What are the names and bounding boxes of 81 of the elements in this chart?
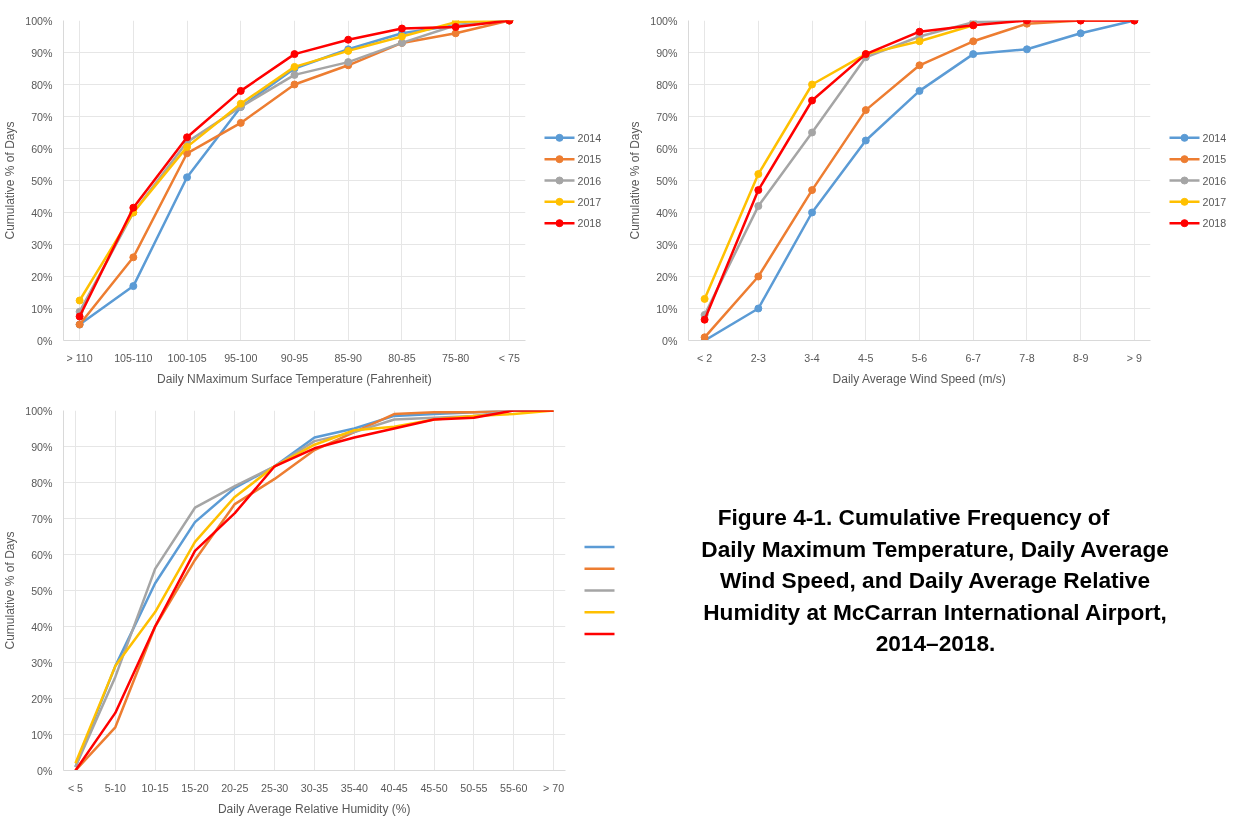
x-tick-label: 85-90: [334, 351, 362, 364]
x-tick-label: 20-25: [221, 781, 249, 794]
x-tick-label: 50-55: [460, 781, 488, 794]
x-tick-label: 25-30: [261, 781, 289, 794]
y-tick-label: 30%: [31, 238, 54, 251]
x-axis-title: Daily NMaximum Surface Temperature (Fahrenheit): [157, 371, 432, 386]
legend-label: 2014: [1202, 131, 1227, 144]
x-tick-label: < 2: [697, 351, 713, 364]
y-tick-label: 90%: [656, 46, 679, 59]
y-tick-label: 70%: [31, 512, 54, 525]
y-tick-label: 100%: [25, 14, 54, 27]
x-tick-label: 30-35: [300, 781, 329, 794]
x-tick-label: 6-7: [965, 351, 981, 364]
x-tick-label: 10-15: [141, 781, 169, 794]
y-axis-title: Cumulative % of Days: [3, 531, 18, 650]
x-tick-label: 105-110: [114, 351, 153, 364]
legend-label: 2016: [1202, 174, 1227, 187]
legend-label: 2018: [1202, 217, 1227, 230]
x-axis-title: Daily Average Wind Speed (m/s): [832, 371, 1006, 386]
legend-label: 2015: [577, 153, 602, 166]
legend-label: 2016: [577, 174, 602, 187]
y-tick-label: 60%: [656, 142, 679, 155]
y-tick-label: 80%: [31, 476, 54, 489]
x-tick-label: 100-105: [167, 351, 207, 364]
y-tick-label: 40%: [656, 206, 679, 219]
y-tick-label: 10%: [31, 728, 54, 741]
y-tick-label: 80%: [31, 78, 54, 91]
y-tick-label: 10%: [31, 302, 54, 315]
y-tick-label: 40%: [31, 620, 54, 633]
y-tick-label: 50%: [656, 174, 679, 187]
y-tick-label: 80%: [656, 78, 679, 91]
x-tick-label: 45-50: [420, 781, 448, 794]
x-tick-label: 7-8: [1019, 351, 1035, 364]
y-tick-label: 0%: [662, 334, 679, 347]
y-tick-label: 20%: [31, 270, 54, 283]
x-tick-label: < 75: [498, 351, 520, 364]
x-tick-label: > 110: [66, 351, 93, 364]
y-axis-title: Cumulative % of Days: [628, 121, 643, 240]
y-tick-label: 0%: [37, 764, 54, 777]
x-tick-label: 5-6: [911, 351, 928, 364]
text: Figure 4-1. Cumulative Frequency of Daily Maximum Temperature, Daily Average Wind Speed, and Daily Average Relative Humidity at McCarran International Airport, 2014–2018.: [701, 504, 1169, 657]
legend-label: 2017: [1202, 195, 1227, 208]
x-tick-label: 5-10: [104, 781, 127, 794]
y-tick-label: 30%: [31, 656, 54, 669]
x-tick-label: 95-100: [224, 351, 258, 364]
y-axis-title: Cumulative % of Days: [3, 121, 18, 240]
y-tick-label: 20%: [656, 270, 679, 283]
legend-label: 2018: [577, 217, 602, 230]
y-tick-label: 60%: [31, 142, 54, 155]
x-tick-label: 40-45: [380, 781, 408, 794]
y-tick-label: 90%: [31, 440, 54, 453]
y-tick-label: 0%: [37, 334, 54, 347]
x-tick-label: < 5: [67, 781, 84, 794]
x-tick-label: 3-4: [804, 351, 820, 364]
x-tick-label: 35-40: [340, 781, 369, 794]
y-tick-label: 50%: [31, 174, 54, 187]
y-tick-label: 100%: [650, 14, 679, 27]
x-tick-label: 4-5: [858, 351, 874, 364]
x-tick-label: 75-80: [442, 351, 470, 364]
x-tick-label: > 9: [1126, 351, 1143, 364]
x-tick-label: 55-60: [500, 781, 528, 794]
x-tick-label: > 70: [543, 781, 565, 794]
y-tick-label: 20%: [31, 692, 54, 705]
y-tick-label: 60%: [31, 548, 54, 561]
y-tick-label: 100%: [25, 404, 54, 417]
x-axis-title: Daily Average Relative Humidity (%): [217, 801, 411, 816]
legend-label: 2015: [1202, 153, 1227, 166]
y-tick-label: 70%: [656, 110, 679, 123]
y-tick-label: 30%: [656, 238, 679, 251]
legend-label: 2014: [577, 131, 602, 144]
x-tick-label: 15-20: [181, 781, 209, 794]
y-tick-label: 90%: [31, 46, 54, 59]
x-tick-label: 8-9: [1072, 351, 1089, 364]
y-tick-label: 10%: [656, 302, 679, 315]
x-tick-label: 90-95: [280, 351, 309, 364]
legend-label: 2017: [577, 195, 602, 208]
x-tick-label: 2-3: [750, 351, 767, 364]
y-tick-label: 50%: [31, 584, 54, 597]
y-tick-label: 40%: [31, 206, 54, 219]
x-tick-label: 80-85: [388, 351, 416, 364]
y-tick-label: 70%: [31, 110, 54, 123]
